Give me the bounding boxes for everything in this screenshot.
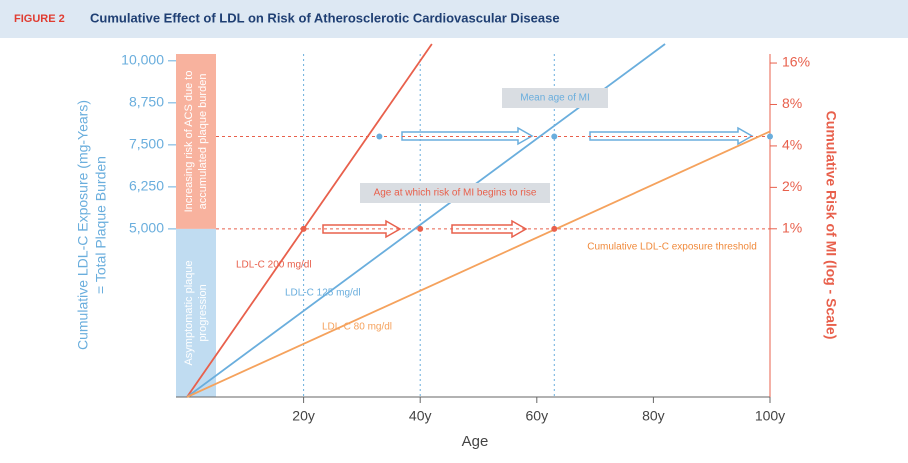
header-band [0, 0, 908, 38]
point [551, 133, 558, 140]
series-label: LDL-C 125 mg/dl [285, 288, 361, 299]
arrow [589, 126, 754, 146]
y-axis-label: Cumulative LDL-C Exposure (mg-Years) [75, 100, 91, 350]
series-label: LDL-C 200 mg/dl [236, 260, 312, 271]
annotation: Age at which risk of MI begins to rise [374, 188, 537, 199]
x-axis-label: Age [462, 433, 489, 450]
band [176, 54, 216, 229]
annotation: Mean age of MI [520, 93, 589, 104]
y-axis-label: = Total Plaque Burden [93, 156, 109, 294]
x-tick-label: 40y [409, 408, 432, 424]
series-line [186, 130, 771, 398]
arrow [451, 219, 528, 239]
x-tick-label: 100y [755, 408, 785, 424]
y2-tick-label: 8% [782, 95, 802, 111]
y-tick-label: 5,000 [129, 220, 164, 236]
band-label: progression [197, 284, 209, 341]
y2-tick-label: 2% [782, 178, 802, 194]
arrow [401, 126, 534, 146]
x-tick-label: 20y [292, 408, 315, 424]
y-tick-label: 7,500 [129, 136, 164, 152]
band-label: accumulated plaque burden [197, 74, 209, 210]
arrow [322, 219, 402, 239]
band-label: Increasing risk of ACS due to [183, 71, 195, 213]
band-label: Asymptomatic plaque [183, 260, 195, 365]
y2-tick-label: 4% [782, 137, 802, 153]
point [551, 225, 558, 232]
x-tick-label: 80y [642, 408, 665, 424]
y2-tick-label: 1% [782, 220, 802, 236]
series-label: LDL-C 80 mg/dl [322, 322, 392, 333]
figure-label: FIGURE 2 [14, 13, 65, 25]
y2-tick-label: 16% [782, 54, 810, 70]
y2-axis-label: Cumulative Risk of MI (log - Scale) [823, 111, 839, 340]
annotation-box [360, 183, 550, 203]
band [176, 228, 216, 397]
chart-title: Cumulative Effect of LDL on Risk of Athe… [90, 10, 560, 25]
arrows [322, 126, 754, 239]
annotation: Cumulative LDL-C exposure threshold [587, 242, 757, 253]
point [417, 225, 424, 232]
point [300, 225, 307, 232]
annotation-box [502, 88, 608, 108]
y-tick-label: 6,250 [129, 178, 164, 194]
point [376, 133, 383, 140]
point [767, 133, 773, 140]
y-tick-label: 10,000 [121, 52, 164, 68]
y-tick-label: 8,750 [129, 94, 164, 110]
series-line [186, 43, 433, 398]
x-tick-label: 60y [526, 408, 549, 424]
